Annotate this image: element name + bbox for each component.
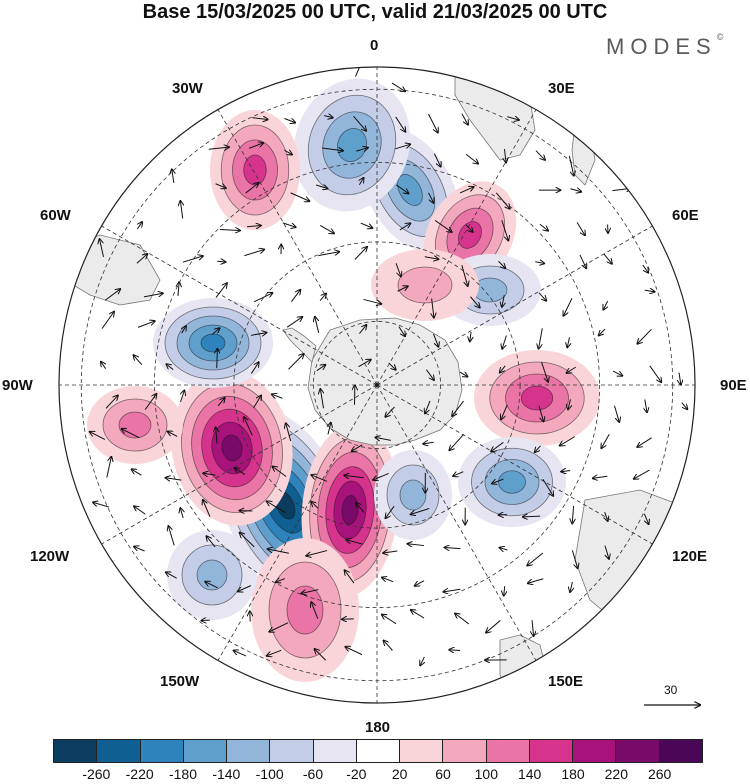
colorbar-tick-label: -220 — [126, 766, 154, 782]
colorbar-tick-label: 60 — [435, 766, 451, 782]
colorbar-tick-label: -20 — [346, 766, 366, 782]
wind-arrow — [217, 349, 218, 368]
colorbar-bin — [184, 740, 227, 762]
positive-anomaly — [474, 350, 600, 446]
lon-label-90w: 90W — [2, 377, 33, 394]
colorbar-tick-label: 140 — [518, 766, 541, 782]
positive-anomaly — [210, 110, 300, 230]
lon-label-60w: 60W — [40, 207, 71, 224]
negative-anomaly — [458, 437, 566, 527]
lon-label-30w: 30W — [172, 80, 203, 97]
colorbar-bin — [270, 740, 313, 762]
colorbar-ticks: -260 -220 -180 -140 -100 -60 -20 20 60 100 140 180 2… — [0, 766, 750, 784]
lon-label-120w: 120W — [30, 548, 69, 565]
positive-anomaly — [371, 249, 479, 321]
pole-marker — [375, 383, 379, 387]
colorbar-bin — [357, 740, 400, 762]
lon-label-120e: 120E — [672, 548, 707, 565]
lon-label-150w: 150W — [160, 673, 199, 690]
colorbar-bin — [616, 740, 659, 762]
colorbar-bin — [530, 740, 573, 762]
antarctica — [308, 318, 462, 445]
lon-label-30e: 30E — [548, 80, 575, 97]
colorbar-tick-label: -180 — [169, 766, 197, 782]
colorbar-tick-label: 220 — [605, 766, 628, 782]
colorbar-bin — [97, 740, 140, 762]
colorbar-tick-label: 100 — [475, 766, 498, 782]
colorbar — [53, 739, 703, 763]
new-zealand — [500, 635, 545, 695]
colorbar-bin — [443, 740, 486, 762]
colorbar-bin — [227, 740, 270, 762]
colorbar-bin — [660, 740, 702, 762]
colorbar-tick-label: 180 — [561, 766, 584, 782]
positive-anomaly — [87, 386, 183, 464]
negative-anomaly — [153, 298, 273, 388]
colorbar-tick-label: -60 — [303, 766, 323, 782]
colorbar-bin — [400, 740, 443, 762]
lon-label-150e: 150E — [548, 673, 583, 690]
lon-label-60e: 60E — [672, 207, 699, 224]
colorbar-bin — [54, 740, 97, 762]
colorbar-tick-label: -140 — [212, 766, 240, 782]
colorbar-tick-label: 20 — [392, 766, 408, 782]
lon-label-0: 0 — [370, 37, 378, 54]
colorbar-bin — [573, 740, 616, 762]
colorbar-bin — [487, 740, 530, 762]
colorbar-bin — [314, 740, 357, 762]
reference-vector-arrow — [640, 683, 710, 713]
colorbar-tick-label: 260 — [648, 766, 671, 782]
lon-label-90e: 90E — [720, 377, 747, 394]
colorbar-tick-label: -260 — [82, 766, 110, 782]
lon-label-180: 180 — [365, 719, 390, 736]
colorbar-bin — [141, 740, 184, 762]
colorbar-tick-label: -100 — [256, 766, 284, 782]
positive-anomaly — [251, 538, 359, 682]
